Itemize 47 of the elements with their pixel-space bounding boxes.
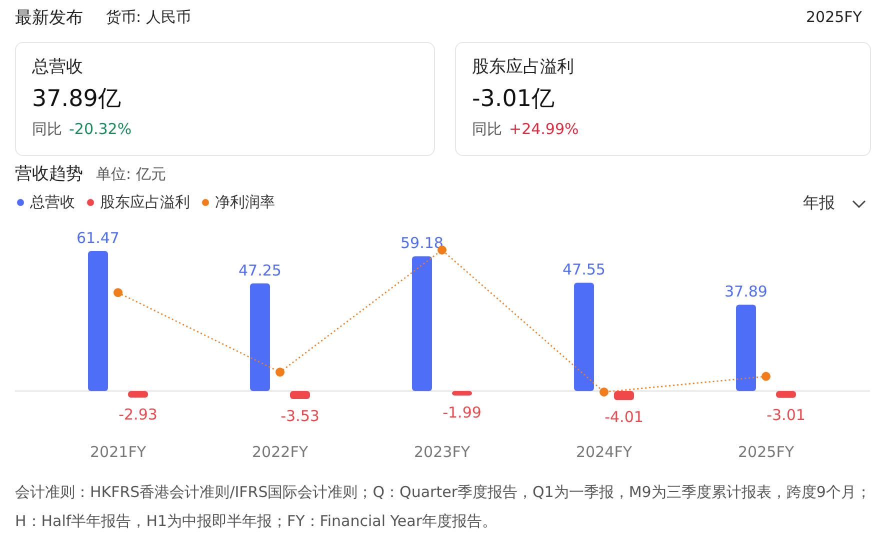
bar	[250, 283, 270, 391]
point	[114, 288, 122, 298]
text: 总营收	[32, 56, 83, 78]
bar	[736, 304, 756, 391]
text: 最新发布	[15, 7, 83, 29]
x-tick-label: 2024FY	[576, 443, 633, 461]
data-label: 47.55	[562, 260, 606, 279]
data-label: 61.47	[76, 229, 120, 247]
point	[600, 388, 608, 396]
text: 货币: 人民币	[106, 8, 191, 27]
bar	[574, 282, 594, 391]
text: 会计准则：HKFRS香港会计准则/IFRS国际会计准则；Q：Quarter季度报告，Q1为一季报，M9为三季度累计报表，跨度9个月；H：Half半年报告，H1为中报即半年报；FY：Financial Year年度报告。	[15, 482, 872, 532]
bar	[452, 391, 472, 396]
data-label: 47.25	[238, 261, 282, 280]
bar	[88, 251, 108, 391]
text: 2025FY	[806, 8, 862, 26]
data-label: -3.01	[766, 406, 806, 424]
data-label: -4.01	[604, 408, 644, 426]
data-label: 59.18	[400, 234, 444, 252]
data-label: 37.89	[724, 282, 768, 301]
text: -3.01亿	[472, 85, 555, 114]
chart-title: 营收趋势	[15, 163, 83, 185]
legend-label: 净利润率	[215, 193, 275, 211]
bar	[776, 391, 796, 398]
bar	[614, 391, 634, 400]
text: -20.32%	[69, 120, 132, 138]
bar	[412, 256, 432, 391]
text: +24.99%	[509, 120, 579, 138]
x-tick-label: 2023FY	[414, 443, 471, 461]
legend-label: 总营收	[30, 193, 75, 211]
bar	[128, 391, 148, 398]
point	[762, 372, 770, 381]
text: 年报	[803, 193, 835, 214]
x-tick-label: 2025FY	[738, 443, 795, 461]
text: 同比	[472, 120, 502, 139]
text: 37.89亿	[32, 85, 121, 114]
text: 同比	[32, 120, 62, 139]
chart-subtitle: 单位: 亿元	[96, 165, 166, 184]
data-label: -1.99	[442, 404, 482, 422]
x-tick-label: 2022FY	[252, 443, 309, 461]
legend-label: 股东应占溢利	[100, 193, 190, 211]
data-label: -3.53	[280, 407, 320, 426]
data-label: -2.93	[118, 406, 158, 424]
bar	[290, 391, 310, 400]
text: 股东应占溢利	[472, 56, 574, 78]
x-tick-label: 2021FY	[90, 443, 147, 461]
point	[276, 368, 284, 377]
